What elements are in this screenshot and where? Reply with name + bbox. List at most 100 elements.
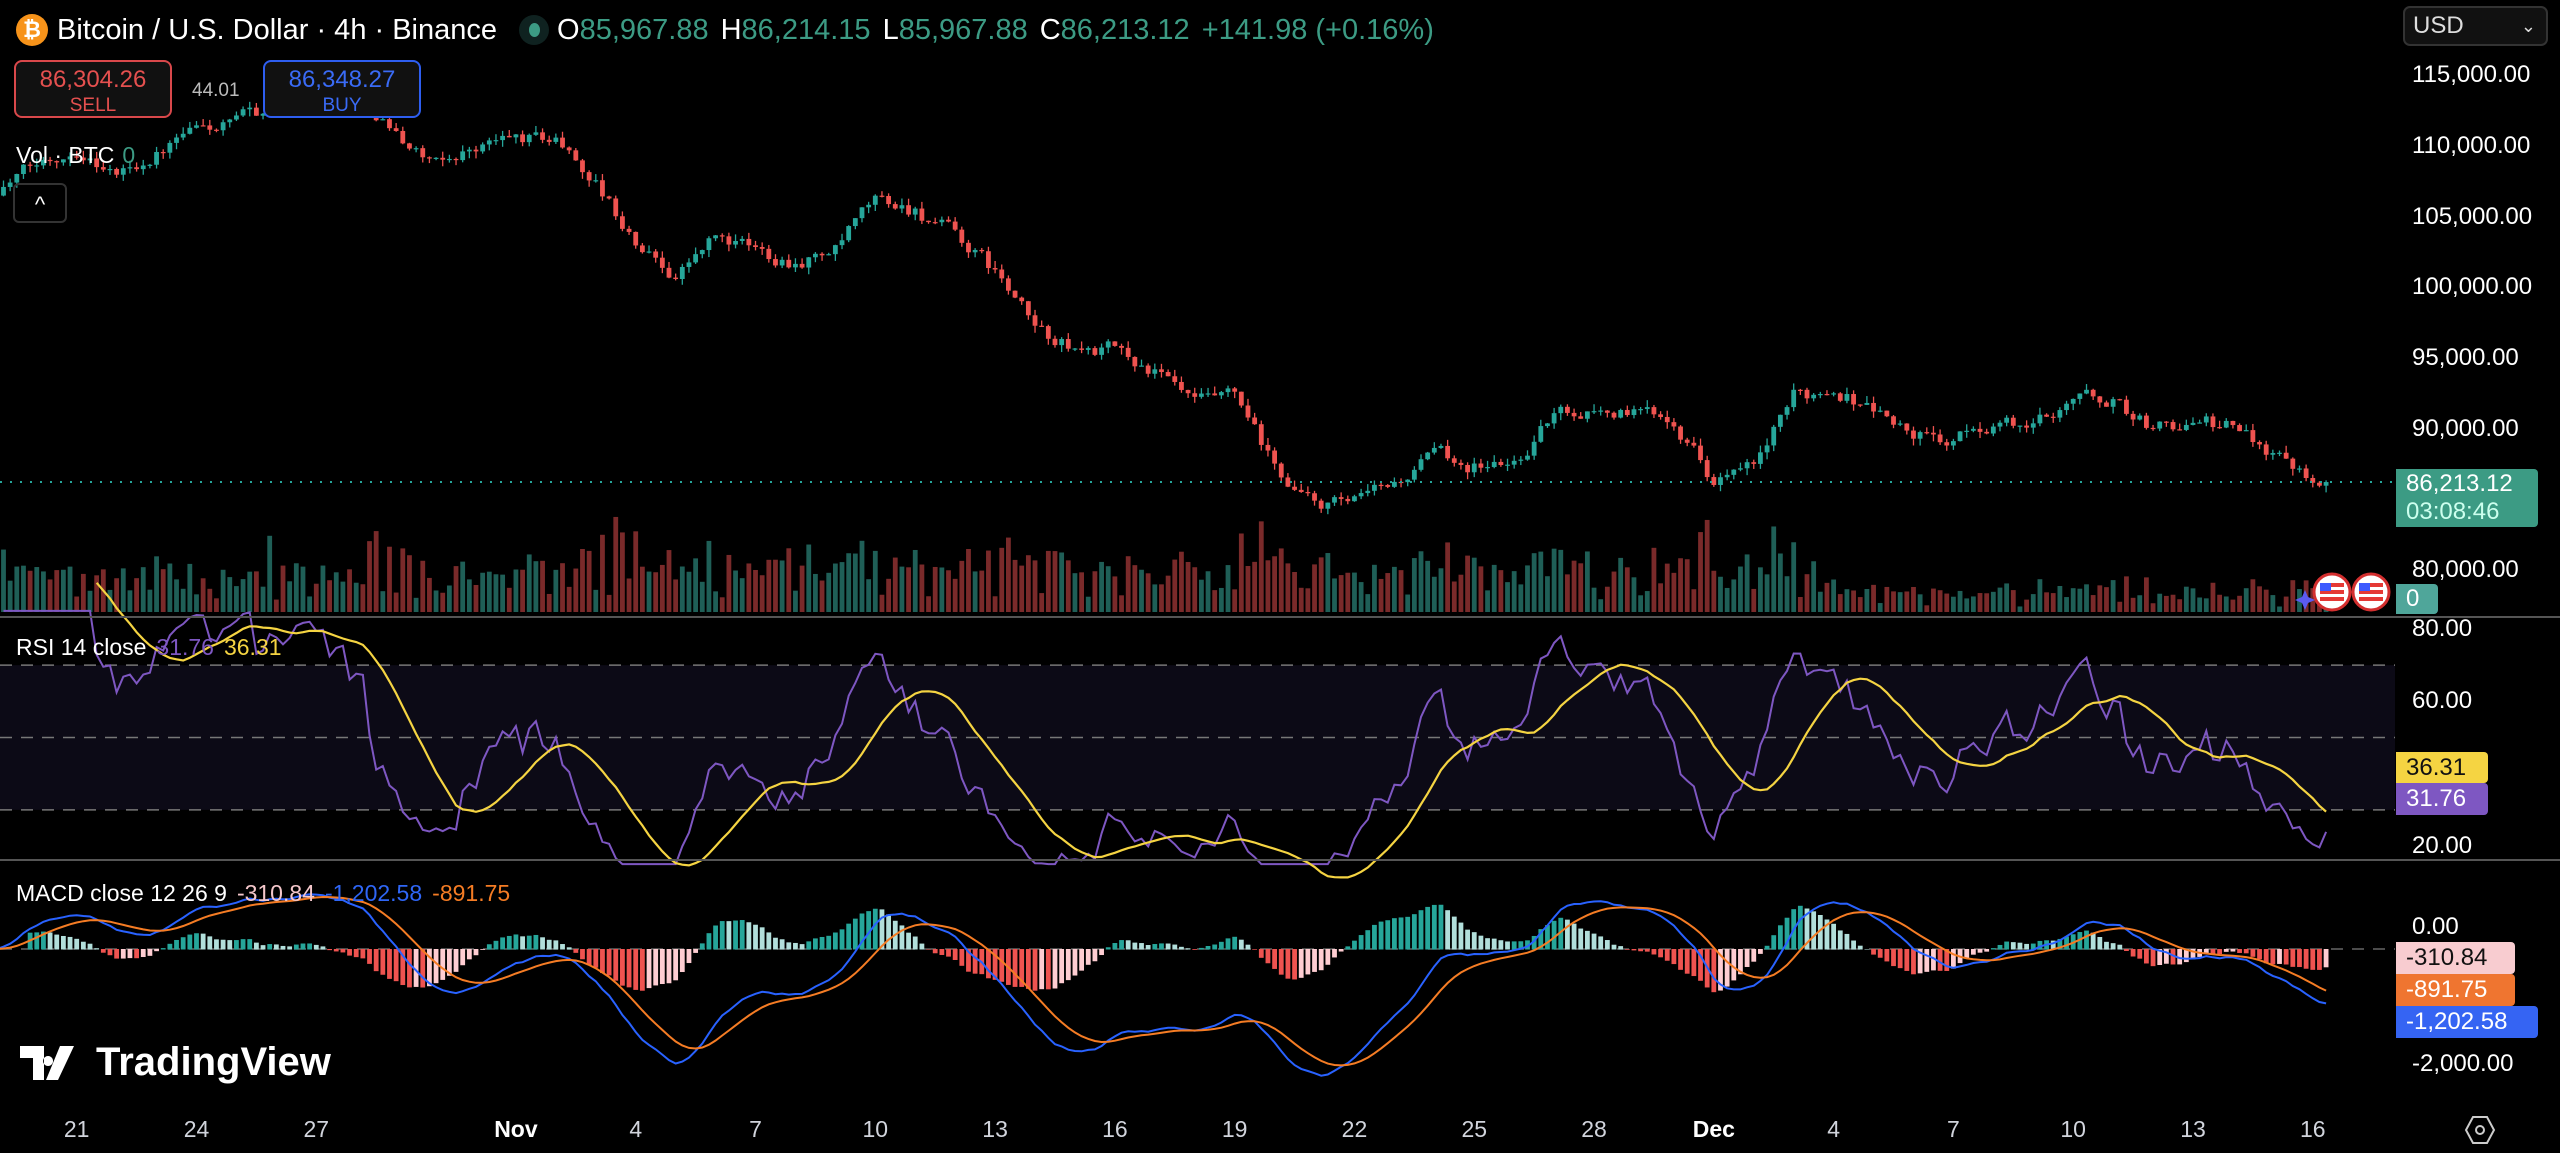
volume-bar [1398, 570, 1404, 612]
macd-histogram-bar [580, 949, 585, 960]
volume-bar [2057, 586, 2063, 612]
settings-icon[interactable] [2464, 1114, 2496, 1146]
candle-body [653, 251, 659, 258]
macd-histogram-bar [1145, 945, 1151, 950]
macd-histogram-bar [1425, 906, 1431, 950]
macd-histogram-bar [167, 943, 173, 950]
macd-legend[interactable]: MACD close 12 26 9 -310.84 -1,202.58 -891.7… [16, 880, 510, 907]
volume-bar [2230, 599, 2236, 612]
macd-histogram-bar [1012, 949, 1018, 987]
symbol-title[interactable]: Bitcoin / U.S. Dollar · 4h · Binance [57, 13, 498, 46]
macd-histogram-bar [1584, 930, 1590, 950]
candle-body [2077, 393, 2083, 399]
volume-bar [1292, 572, 1297, 612]
macd-histogram-bar [1771, 935, 1777, 950]
volume-bar [1864, 589, 1870, 612]
macd-histogram-bar [353, 949, 359, 958]
candle-body [1119, 345, 1124, 348]
macd-histogram-bar [793, 942, 798, 950]
economic-event-us-flag-icon[interactable] [2312, 572, 2352, 612]
candle-body [114, 168, 120, 175]
macd-histogram-bar [1352, 940, 1357, 950]
volume-bar [387, 546, 392, 612]
volume-bar [939, 567, 945, 612]
candle-body [819, 253, 825, 256]
candle-body [886, 196, 892, 205]
volume-bar [1604, 586, 1610, 612]
macd-histogram-bar [1465, 929, 1470, 950]
rsi-legend[interactable]: RSI 14 close 31.76 36.31 [16, 634, 282, 661]
candle-body [1651, 407, 1657, 415]
currency-select[interactable]: USD ⌄ [2403, 6, 2548, 46]
candle-body [160, 152, 166, 154]
volume-bar [400, 548, 406, 612]
economic-event-us-flag-icon[interactable] [2351, 572, 2391, 612]
candle-body [1085, 348, 1091, 350]
sell-button[interactable]: 86,304.26 SELL [14, 60, 172, 118]
volume-bar [1851, 590, 1856, 612]
candle-body [1684, 439, 1690, 443]
volume-bar [433, 590, 439, 612]
candle-body [1791, 389, 1797, 408]
macd-histogram-bar [992, 949, 998, 980]
volume-bar [1225, 565, 1231, 612]
volume-bar [420, 560, 426, 612]
last-price: 86,213.12 [2406, 470, 2513, 497]
candle-body [726, 236, 732, 245]
collapse-legend-button[interactable]: ^ [13, 183, 67, 223]
market-status-icon[interactable] [519, 15, 550, 45]
macd-histogram-bar [2283, 949, 2289, 965]
candle-body [706, 238, 712, 251]
volume-bar [2050, 593, 2056, 612]
candle-body [1238, 391, 1244, 406]
volume-bar [2064, 597, 2069, 612]
volume-bar [1125, 556, 1131, 612]
candle-body [1072, 348, 1078, 350]
macd-histogram-bar [2323, 949, 2329, 968]
macd-histogram-bar [2110, 943, 2116, 950]
volume-bar [114, 578, 120, 612]
macd-histogram-bar [2137, 949, 2143, 959]
macd-signal-value: -891.75 [432, 880, 511, 906]
volume-bar [1205, 571, 1211, 612]
volume-bar [706, 540, 712, 612]
volume-bar [2290, 580, 2296, 612]
candle-body [846, 226, 852, 241]
volume-bar [2283, 596, 2289, 612]
volume-bar [2124, 576, 2129, 612]
volume-legend[interactable]: Vol · BTC 0 [16, 142, 135, 169]
candle-body [713, 235, 718, 239]
macd-histogram-bar [693, 949, 699, 953]
candle-body [1332, 497, 1337, 503]
volume-bar [2223, 596, 2229, 612]
macd-histogram-bar [1185, 948, 1191, 950]
macd-histogram-bar [1984, 949, 1990, 952]
rsi-label: RSI 14 close [16, 634, 147, 660]
volume-bar [1112, 576, 1118, 612]
volume-bar [167, 563, 173, 612]
volume-bar [1372, 564, 1377, 612]
volume-bar [646, 571, 652, 612]
macd-histogram-bar [1864, 948, 1870, 950]
price-tick: 110,000.00 [2412, 132, 2531, 159]
candle-body [2070, 398, 2076, 404]
candle-body [2017, 425, 2023, 427]
volume-bar [1738, 566, 1743, 612]
candle-body [2137, 415, 2143, 420]
candle-body [666, 267, 672, 278]
macd-histogram-bar [653, 949, 659, 986]
volume-bar [1591, 587, 1597, 612]
volume-bar [1957, 590, 1963, 612]
volume-bar [1984, 593, 1990, 612]
candle-body [1285, 477, 1291, 487]
candle-body [2084, 389, 2089, 394]
macd-histogram-bar [247, 939, 253, 950]
tradingview-logo[interactable]: TradingView [20, 1040, 331, 1085]
volume-bar [2250, 579, 2256, 612]
macd-histogram-bar [267, 944, 273, 950]
buy-button[interactable]: 86,348.27 BUY [263, 60, 421, 118]
candle-body [1624, 409, 1630, 416]
macd-histogram-bar [606, 949, 612, 976]
candle-body [659, 257, 665, 268]
